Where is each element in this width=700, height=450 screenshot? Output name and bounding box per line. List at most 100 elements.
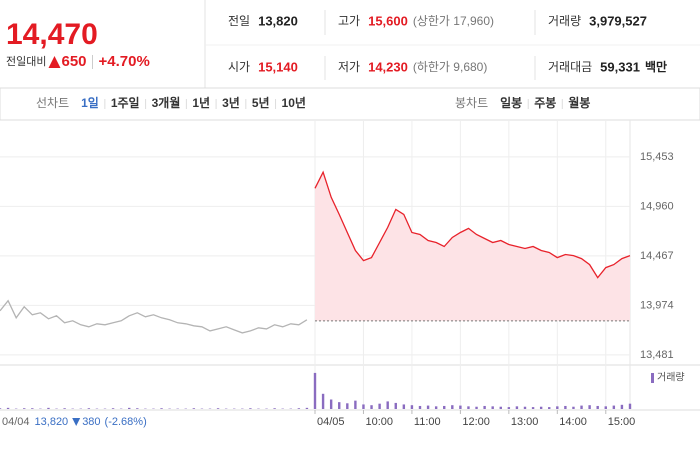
candle-tab[interactable]: 월봉	[568, 95, 590, 110]
volume-bar	[426, 405, 430, 409]
volume-bar	[362, 404, 365, 409]
volume-bar	[297, 408, 301, 409]
y-tick-label: 15,453	[640, 151, 674, 163]
volume-bar	[249, 408, 252, 409]
stat-value: 59,331	[600, 59, 640, 74]
volume-bar	[515, 406, 519, 409]
volume-bar	[338, 402, 341, 409]
volume-bar	[588, 405, 591, 409]
period-tab[interactable]: 1년	[192, 96, 210, 110]
footer-price: 13,820	[35, 416, 69, 428]
labels: 14,470 전일대비 650 +4.70% 전일 13,820 고가 15,600 (상한가 …	[2, 13, 685, 427]
volume-bar	[564, 405, 567, 409]
down-arrow	[72, 418, 81, 426]
volume-bar	[0, 408, 2, 409]
stat-label: 거래대금	[548, 60, 592, 74]
volume-bar	[23, 408, 26, 409]
candle-tab[interactable]: 주봉	[534, 96, 556, 110]
stat-label: 거래량	[548, 14, 581, 28]
plot	[0, 170, 632, 409]
x-tick-label: 15:00	[608, 416, 636, 428]
area	[315, 172, 630, 321]
volume-bar	[402, 404, 406, 409]
volume-bar	[410, 405, 414, 409]
volume-bar	[451, 405, 454, 409]
volume-bar	[313, 372, 317, 409]
period-tab[interactable]: 1일	[81, 96, 99, 110]
volume-bar	[475, 406, 478, 409]
change-rate: +4.70%	[99, 53, 150, 70]
volume-bar	[63, 408, 66, 409]
volume-bar	[394, 402, 397, 409]
volume-bar	[596, 405, 599, 409]
volume-bar	[620, 404, 624, 409]
period-tab[interactable]: 10년	[282, 96, 306, 110]
current-price: 14,470	[6, 18, 98, 51]
volume-bar	[47, 407, 50, 409]
volume-bar	[556, 406, 559, 409]
period-tab[interactable]: 5년	[252, 96, 270, 110]
x-tick-label: 04/05	[317, 416, 345, 428]
volume-bar	[329, 399, 333, 409]
x-tick-label: 14:00	[559, 416, 587, 428]
volume-bar	[87, 408, 91, 409]
volume-bar	[580, 405, 583, 409]
volume-bar	[6, 407, 10, 409]
period-tab[interactable]: 3개월	[152, 95, 181, 110]
volume-bar	[111, 408, 115, 409]
header-bg	[0, 0, 700, 88]
volume-bar	[434, 406, 438, 409]
y-tick-label: 14,960	[640, 200, 674, 212]
volume-bar	[523, 406, 527, 409]
volume-bar	[483, 405, 486, 409]
period-tab[interactable]: 1주일	[111, 96, 140, 110]
change-label: 전일대비	[6, 54, 46, 68]
candle-tab[interactable]: 일봉	[500, 96, 522, 110]
volume-bar	[305, 407, 309, 409]
volume-bar	[321, 393, 325, 409]
stat-unit: 백만	[645, 59, 667, 74]
tab-group-label: 봉차트	[455, 96, 488, 110]
volume-bar	[354, 400, 357, 409]
stat-label: 시가	[228, 60, 250, 74]
volume-bar	[136, 408, 139, 409]
x-tick-label: 13:00	[511, 416, 539, 428]
y-tick-label: 13,481	[640, 349, 674, 361]
x-tick-label: 11:00	[414, 416, 441, 428]
period-tab[interactable]: 3년	[222, 96, 240, 110]
volume-bar	[418, 405, 422, 409]
volume-bar	[370, 405, 373, 409]
volume-bar	[273, 408, 276, 409]
stat-value: 14,230	[368, 59, 408, 74]
stat-label: 전일	[228, 14, 250, 28]
legend-label: 거래량	[657, 372, 685, 384]
volume-bar	[128, 407, 131, 409]
volume-bar	[499, 406, 502, 409]
stat-note: (상한가 17,960)	[413, 14, 494, 28]
volume-bar	[572, 406, 575, 409]
volume-bar	[31, 408, 34, 409]
stat-value: 3,979,527	[589, 13, 647, 28]
volume-bar	[346, 403, 349, 409]
volume-bar	[192, 408, 196, 409]
stat-note: (하한가 9,680)	[413, 60, 487, 74]
x-tick-label: 12:00	[462, 416, 490, 428]
footer-change: 380	[82, 416, 100, 428]
stat-value: 15,600	[368, 13, 408, 28]
volume-bar	[628, 403, 632, 409]
footer-rate: (-2.68%)	[105, 416, 147, 428]
volume-bar	[443, 405, 446, 409]
volume-bar	[507, 407, 511, 409]
volume-bar	[531, 407, 535, 409]
change: 650	[61, 53, 86, 70]
volume-bar	[467, 406, 470, 409]
price-line	[0, 299, 308, 334]
footer-date: 04/04	[2, 416, 30, 428]
stat-value: 15,140	[258, 59, 298, 74]
y-tick-label: 13,974	[640, 299, 674, 311]
volume-bar	[216, 408, 220, 409]
x-tick-label: 10:00	[365, 416, 393, 428]
stat-value: 13,820	[258, 13, 298, 28]
volume-bar	[459, 405, 462, 409]
